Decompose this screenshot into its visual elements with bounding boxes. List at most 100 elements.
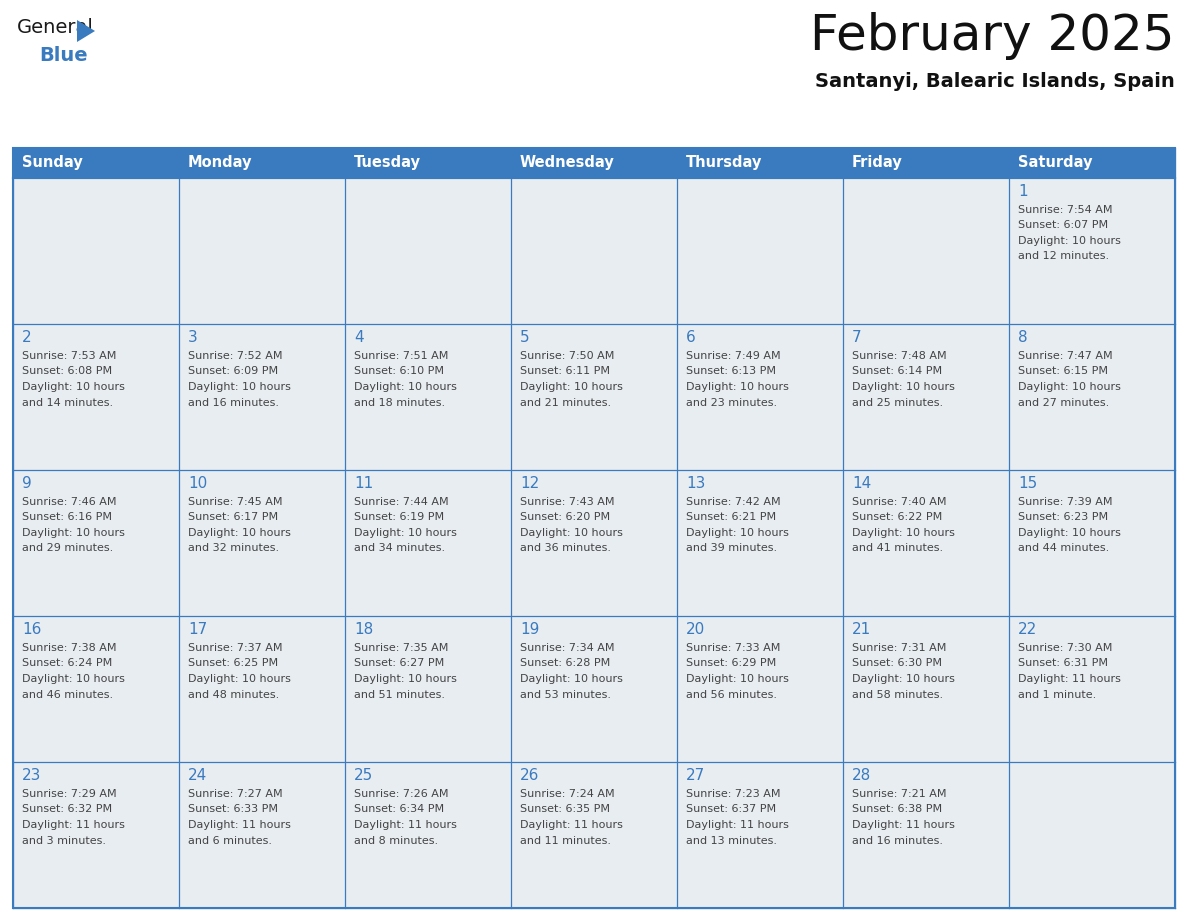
Text: Daylight: 10 hours: Daylight: 10 hours (188, 528, 291, 538)
Text: Daylight: 10 hours: Daylight: 10 hours (23, 674, 125, 684)
Text: 28: 28 (852, 768, 871, 783)
Text: 23: 23 (23, 768, 42, 783)
Text: Sunset: 6:11 PM: Sunset: 6:11 PM (520, 366, 609, 376)
Text: Sunset: 6:27 PM: Sunset: 6:27 PM (354, 658, 444, 668)
Bar (511, 616, 677, 762)
Bar (677, 324, 843, 470)
Text: and 53 minutes.: and 53 minutes. (520, 689, 611, 700)
Text: 20: 20 (685, 622, 706, 637)
Text: Sunrise: 7:42 AM: Sunrise: 7:42 AM (685, 497, 781, 507)
Text: February 2025: February 2025 (810, 12, 1175, 60)
Bar (511, 762, 677, 908)
Text: Daylight: 10 hours: Daylight: 10 hours (520, 382, 623, 392)
Text: Sunset: 6:10 PM: Sunset: 6:10 PM (354, 366, 444, 376)
Bar (13, 762, 179, 908)
Text: Sunset: 6:38 PM: Sunset: 6:38 PM (852, 804, 942, 814)
Text: 5: 5 (520, 330, 530, 345)
Text: Daylight: 10 hours: Daylight: 10 hours (852, 528, 955, 538)
Bar (1009, 324, 1175, 470)
Text: Sunrise: 7:37 AM: Sunrise: 7:37 AM (188, 643, 283, 653)
Text: and 21 minutes.: and 21 minutes. (520, 397, 611, 408)
Text: Sunrise: 7:53 AM: Sunrise: 7:53 AM (23, 351, 116, 361)
Text: Sunset: 6:25 PM: Sunset: 6:25 PM (188, 658, 278, 668)
Text: Sunday: Sunday (23, 155, 83, 171)
Text: Daylight: 10 hours: Daylight: 10 hours (1018, 236, 1120, 246)
Text: and 58 minutes.: and 58 minutes. (852, 689, 943, 700)
Bar (13, 324, 179, 470)
Text: and 3 minutes.: and 3 minutes. (23, 835, 106, 845)
Text: Daylight: 11 hours: Daylight: 11 hours (1018, 674, 1120, 684)
Text: Daylight: 10 hours: Daylight: 10 hours (23, 528, 125, 538)
Text: Daylight: 11 hours: Daylight: 11 hours (23, 820, 125, 830)
Bar (13, 616, 179, 762)
Text: Sunset: 6:21 PM: Sunset: 6:21 PM (685, 512, 776, 522)
Text: 13: 13 (685, 476, 706, 491)
Text: Daylight: 10 hours: Daylight: 10 hours (685, 528, 789, 538)
Text: Sunrise: 7:35 AM: Sunrise: 7:35 AM (354, 643, 448, 653)
Text: 15: 15 (1018, 476, 1037, 491)
Text: and 39 minutes.: and 39 minutes. (685, 543, 777, 554)
Bar (179, 470, 345, 616)
Text: Daylight: 10 hours: Daylight: 10 hours (23, 382, 125, 392)
Text: Daylight: 11 hours: Daylight: 11 hours (685, 820, 789, 830)
Bar (843, 762, 1009, 908)
Text: Sunrise: 7:45 AM: Sunrise: 7:45 AM (188, 497, 283, 507)
Bar (511, 470, 677, 616)
Bar (345, 470, 511, 616)
Text: Sunrise: 7:40 AM: Sunrise: 7:40 AM (852, 497, 947, 507)
Text: and 1 minute.: and 1 minute. (1018, 689, 1097, 700)
Bar (345, 324, 511, 470)
Polygon shape (77, 20, 95, 42)
Text: Daylight: 11 hours: Daylight: 11 hours (354, 820, 457, 830)
Text: Sunset: 6:35 PM: Sunset: 6:35 PM (520, 804, 609, 814)
Text: and 16 minutes.: and 16 minutes. (188, 397, 279, 408)
Text: and 41 minutes.: and 41 minutes. (852, 543, 943, 554)
Text: Monday: Monday (188, 155, 253, 171)
Text: Friday: Friday (852, 155, 903, 171)
Text: Sunrise: 7:27 AM: Sunrise: 7:27 AM (188, 789, 283, 799)
Text: Daylight: 10 hours: Daylight: 10 hours (354, 674, 457, 684)
Text: Sunset: 6:17 PM: Sunset: 6:17 PM (188, 512, 278, 522)
Bar (843, 616, 1009, 762)
Bar (677, 178, 843, 324)
Bar (179, 178, 345, 324)
Text: Sunrise: 7:51 AM: Sunrise: 7:51 AM (354, 351, 448, 361)
Text: 11: 11 (354, 476, 373, 491)
Text: and 18 minutes.: and 18 minutes. (354, 397, 446, 408)
Text: Sunset: 6:37 PM: Sunset: 6:37 PM (685, 804, 776, 814)
Bar (179, 324, 345, 470)
Text: Sunrise: 7:23 AM: Sunrise: 7:23 AM (685, 789, 781, 799)
Text: 26: 26 (520, 768, 539, 783)
Text: Sunrise: 7:24 AM: Sunrise: 7:24 AM (520, 789, 614, 799)
Text: Sunrise: 7:26 AM: Sunrise: 7:26 AM (354, 789, 449, 799)
Text: 3: 3 (188, 330, 197, 345)
Text: and 14 minutes.: and 14 minutes. (23, 397, 113, 408)
Text: Sunset: 6:31 PM: Sunset: 6:31 PM (1018, 658, 1108, 668)
Text: Sunset: 6:32 PM: Sunset: 6:32 PM (23, 804, 112, 814)
Text: General: General (17, 18, 94, 37)
Text: Sunset: 6:08 PM: Sunset: 6:08 PM (23, 366, 112, 376)
Bar (13, 178, 179, 324)
Bar (677, 470, 843, 616)
Bar (179, 616, 345, 762)
Text: Daylight: 10 hours: Daylight: 10 hours (1018, 382, 1120, 392)
Text: Sunset: 6:24 PM: Sunset: 6:24 PM (23, 658, 112, 668)
Bar (511, 178, 677, 324)
Text: Sunrise: 7:29 AM: Sunrise: 7:29 AM (23, 789, 116, 799)
Text: Sunset: 6:30 PM: Sunset: 6:30 PM (852, 658, 942, 668)
Text: Santanyi, Balearic Islands, Spain: Santanyi, Balearic Islands, Spain (815, 72, 1175, 91)
Text: Sunrise: 7:54 AM: Sunrise: 7:54 AM (1018, 205, 1112, 215)
Bar (179, 762, 345, 908)
Text: Sunrise: 7:44 AM: Sunrise: 7:44 AM (354, 497, 449, 507)
Text: Daylight: 10 hours: Daylight: 10 hours (354, 382, 457, 392)
Text: Wednesday: Wednesday (520, 155, 614, 171)
Text: Sunrise: 7:31 AM: Sunrise: 7:31 AM (852, 643, 947, 653)
Text: 14: 14 (852, 476, 871, 491)
Text: and 6 minutes.: and 6 minutes. (188, 835, 272, 845)
Text: Sunrise: 7:50 AM: Sunrise: 7:50 AM (520, 351, 614, 361)
Bar (13, 470, 179, 616)
Text: and 16 minutes.: and 16 minutes. (852, 835, 943, 845)
Text: Daylight: 10 hours: Daylight: 10 hours (852, 674, 955, 684)
Text: Sunset: 6:29 PM: Sunset: 6:29 PM (685, 658, 776, 668)
Text: 21: 21 (852, 622, 871, 637)
